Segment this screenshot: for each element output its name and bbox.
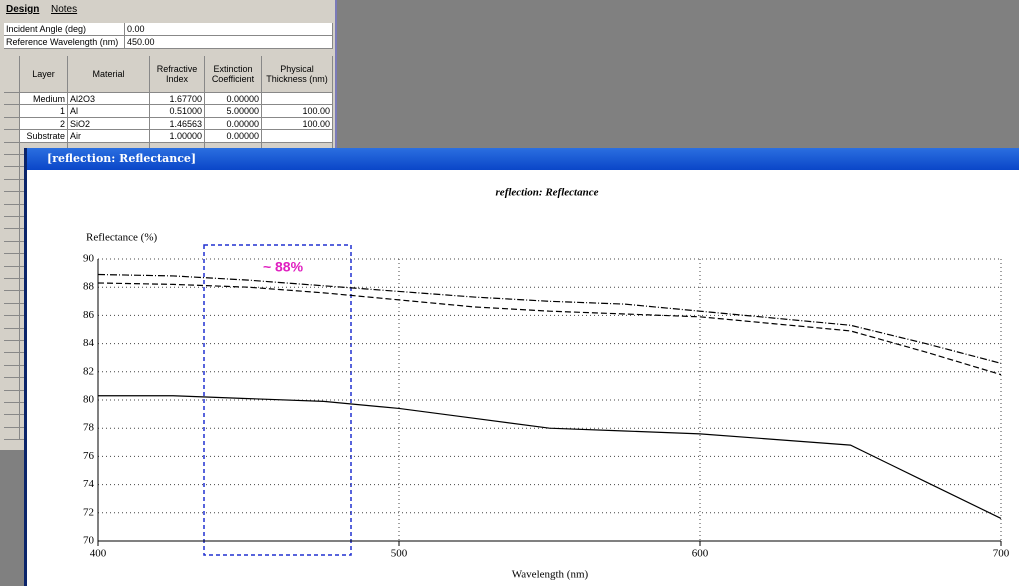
table-cell[interactable]: 0.00000 bbox=[205, 93, 262, 106]
table-cell[interactable]: 5.00000 bbox=[205, 105, 262, 118]
chart-title: reflection: Reflectance bbox=[496, 187, 599, 199]
column-header: Material bbox=[68, 56, 150, 93]
table-cell[interactable]: Al2O3 bbox=[68, 93, 150, 106]
table-cell[interactable]: 0.51000 bbox=[150, 105, 205, 118]
tab[interactable]: Notes bbox=[51, 4, 78, 15]
row-selector[interactable] bbox=[4, 378, 20, 391]
table-cell[interactable]: 100.00 bbox=[262, 105, 333, 118]
series-line bbox=[98, 395, 1002, 519]
empty-cell[interactable] bbox=[262, 130, 333, 143]
y-tick-label: 84 bbox=[83, 337, 95, 349]
row-selector[interactable] bbox=[4, 303, 20, 317]
y-tick-label: 78 bbox=[83, 422, 95, 434]
row-selector[interactable] bbox=[4, 279, 20, 292]
row-selector[interactable] bbox=[4, 155, 20, 168]
column-header: Layer bbox=[20, 56, 68, 93]
column-header: Extinction Coefficient bbox=[205, 56, 262, 93]
row-selector[interactable] bbox=[4, 229, 20, 242]
table-cell[interactable]: 100.00 bbox=[262, 117, 333, 131]
row-selector[interactable] bbox=[4, 179, 20, 193]
tab[interactable]: Design bbox=[6, 4, 40, 15]
table-cell[interactable]: 1.00000 bbox=[150, 130, 205, 143]
y-tick-label: 86 bbox=[83, 309, 95, 321]
x-axis-label: Wavelength (nm) bbox=[512, 569, 589, 581]
row-selector[interactable] bbox=[4, 217, 20, 230]
row-selector[interactable] bbox=[4, 241, 20, 255]
row-selector[interactable] bbox=[4, 341, 20, 354]
row-selector[interactable] bbox=[4, 403, 20, 416]
y-tick-label: 90 bbox=[83, 253, 95, 265]
row-selector[interactable] bbox=[4, 316, 20, 329]
y-tick-label: 88 bbox=[83, 281, 95, 293]
table-cell[interactable]: 2 bbox=[20, 117, 68, 131]
x-tick-label: 700 bbox=[993, 548, 1010, 560]
row-selector[interactable] bbox=[4, 117, 20, 131]
field-label: Incident Angle (deg) bbox=[4, 23, 125, 36]
y-tick-label: 70 bbox=[83, 535, 95, 547]
row-selector[interactable] bbox=[4, 415, 20, 428]
annotation: ~ 88% bbox=[263, 259, 304, 275]
window-title: [reflection: Reflectance] bbox=[27, 148, 1019, 170]
y-tick-label: 80 bbox=[83, 394, 95, 406]
table-cell[interactable]: 0.00000 bbox=[205, 117, 262, 131]
table-cell[interactable]: SiO2 bbox=[68, 117, 150, 131]
table-cell[interactable]: Air bbox=[68, 130, 150, 143]
row-selector[interactable] bbox=[4, 291, 20, 304]
field-label: Reference Wavelength (nm) bbox=[4, 36, 125, 49]
row-selector[interactable] bbox=[4, 167, 20, 180]
row-selector[interactable] bbox=[4, 93, 20, 106]
y-tick-label: 72 bbox=[83, 506, 94, 518]
table-cell[interactable]: 0.00000 bbox=[205, 130, 262, 143]
y-tick-label: 74 bbox=[83, 478, 95, 490]
series-line bbox=[97, 282, 1002, 376]
row-selector[interactable] bbox=[4, 192, 20, 205]
row-selector[interactable] bbox=[4, 365, 20, 379]
table-cell[interactable]: 1 bbox=[20, 105, 68, 118]
row-selector[interactable] bbox=[4, 142, 20, 155]
row-selector[interactable] bbox=[4, 266, 20, 279]
field-value[interactable]: 0.00 bbox=[125, 23, 333, 36]
row-selector[interactable] bbox=[4, 390, 20, 403]
table-cell[interactable]: Al bbox=[68, 105, 150, 118]
field-value[interactable]: 450.00 bbox=[125, 36, 333, 49]
x-tick-label: 600 bbox=[692, 548, 709, 560]
column-header: Refractive Index bbox=[150, 56, 205, 93]
table-cell[interactable]: 1.67700 bbox=[150, 93, 205, 106]
row-selector[interactable] bbox=[4, 353, 20, 366]
y-tick-label: 76 bbox=[83, 450, 95, 462]
x-tick-label: 400 bbox=[90, 548, 107, 560]
column-header: Physical Thickness (nm) bbox=[262, 56, 333, 93]
row-selector[interactable] bbox=[4, 130, 20, 143]
empty-cell[interactable] bbox=[262, 93, 333, 106]
series-line bbox=[97, 273, 1002, 364]
y-axis-label: Reflectance (%) bbox=[86, 232, 157, 244]
x-tick-label: 500 bbox=[391, 548, 408, 560]
row-selector[interactable] bbox=[4, 254, 20, 267]
row-selector[interactable] bbox=[4, 105, 20, 118]
chart-window: [reflection: Reflectance] bbox=[24, 148, 1019, 586]
row-header bbox=[4, 56, 20, 93]
row-selector[interactable] bbox=[4, 427, 20, 441]
row-selector[interactable] bbox=[4, 204, 20, 217]
table-cell[interactable]: Medium bbox=[20, 93, 68, 106]
row-selector[interactable] bbox=[4, 328, 20, 341]
table-cell[interactable]: Substrate bbox=[20, 130, 68, 143]
y-tick-label: 82 bbox=[83, 365, 94, 377]
table-cell[interactable]: 1.46563 bbox=[150, 117, 205, 131]
